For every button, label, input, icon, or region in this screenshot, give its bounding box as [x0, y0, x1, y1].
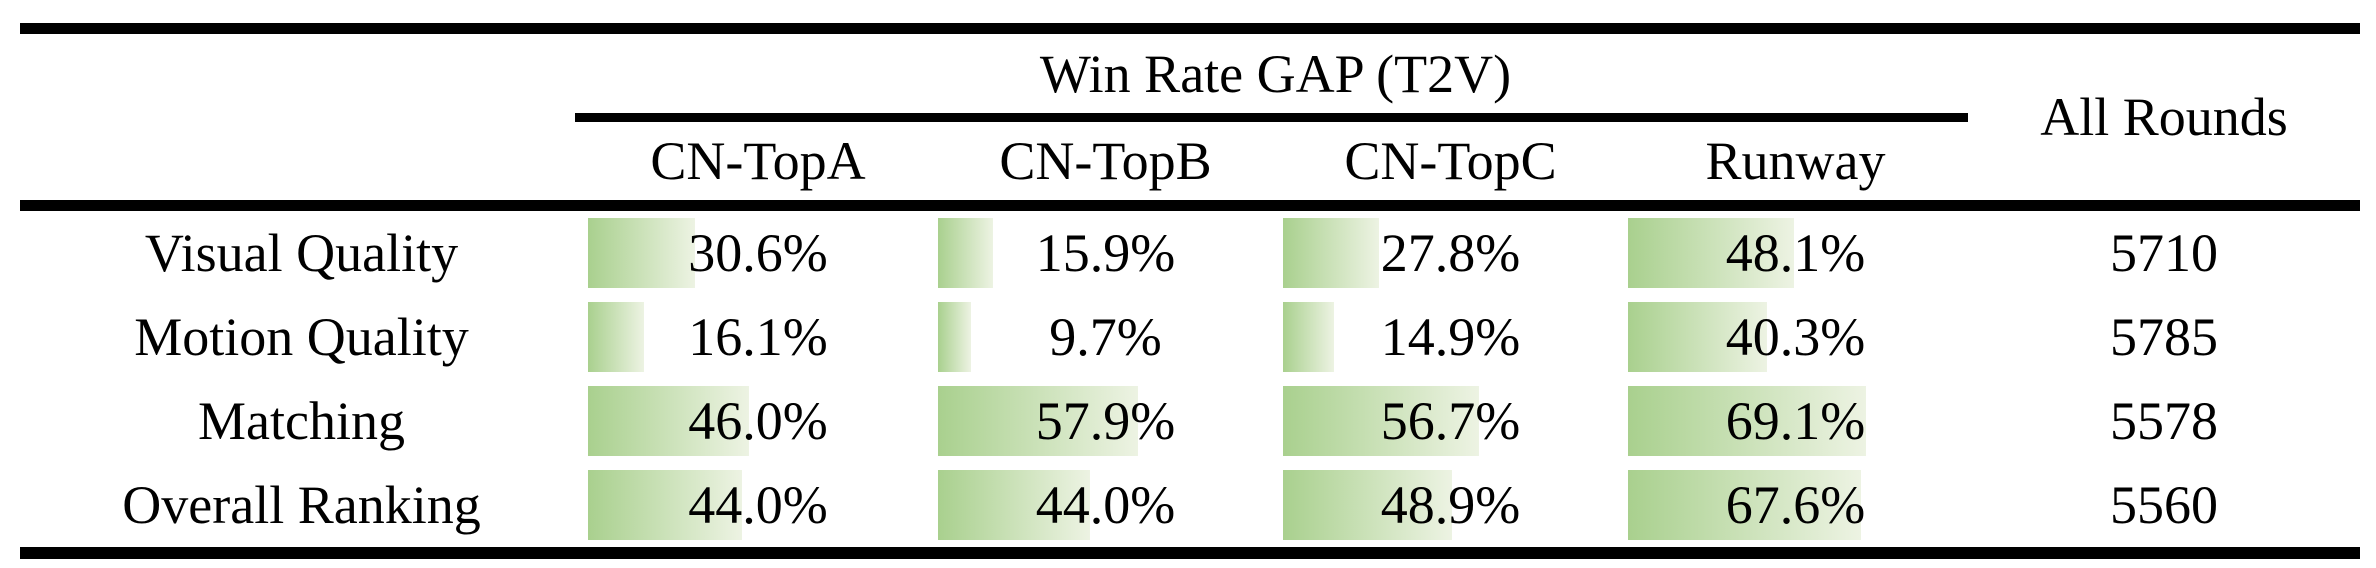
cell-all-rounds: 5578 [2110, 391, 2218, 451]
table-cell: 9.7% [933, 295, 1278, 379]
data-bar [938, 302, 972, 372]
data-bar [1283, 470, 1452, 540]
top-rule [20, 23, 2360, 34]
table-grid: Win Rate GAP (T2V) All Rounds CN-TopA CN… [20, 23, 2360, 559]
table-cell: 48.1% [1623, 211, 1968, 295]
data-bar [1283, 386, 1479, 456]
cell-value: 30.6% [688, 223, 828, 283]
data-bar [588, 386, 749, 456]
table-cell: 44.0% [583, 463, 933, 547]
bottom-rule [20, 547, 2360, 559]
table-cell: 57.9% [933, 379, 1278, 463]
cell-value: 9.7% [1049, 307, 1162, 367]
data-bar [588, 302, 645, 372]
data-bar [1628, 218, 1794, 288]
group-underline-rule [575, 113, 1968, 122]
cell-value: 15.9% [1035, 223, 1176, 283]
data-bar [1628, 386, 1867, 456]
data-bar [938, 386, 1138, 456]
cell-value: 14.9% [1380, 307, 1521, 367]
data-bar [1628, 470, 1862, 540]
cell-value: 69.1% [1725, 391, 1866, 451]
data-bar [1283, 218, 1379, 288]
table-cell: 16.1% [583, 295, 933, 379]
data-bar [1283, 302, 1335, 372]
row-label-visual-quality: Visual Quality [144, 223, 459, 283]
table-cell: 15.9% [933, 211, 1278, 295]
data-bar [938, 218, 993, 288]
row-label-motion-quality: Motion Quality [134, 307, 469, 367]
cell-value: 48.1% [1725, 223, 1866, 283]
data-bar [588, 218, 696, 288]
row-label-overall-ranking: Overall Ranking [122, 475, 481, 535]
cell-value: 16.1% [688, 307, 828, 367]
table-cell: 69.1% [1623, 379, 1968, 463]
col-header-runway: Runway [1705, 131, 1886, 191]
cell-value: 57.9% [1035, 391, 1176, 451]
cell-value: 48.9% [1380, 475, 1521, 535]
col-header-cn-topb: CN-TopB [999, 131, 1212, 191]
table-cell: 48.9% [1278, 463, 1623, 547]
cell-value: 56.7% [1380, 391, 1521, 451]
cell-value: 27.8% [1380, 223, 1521, 283]
table-cell: 27.8% [1278, 211, 1623, 295]
group-header-win-rate-gap: Win Rate GAP (T2V) [1039, 43, 1512, 104]
cell-value: 44.0% [688, 475, 828, 535]
table-cell: 40.3% [1623, 295, 1968, 379]
row-label-matching: Matching [198, 391, 405, 451]
header-body-rule [20, 200, 2360, 211]
cell-value: 67.6% [1725, 475, 1866, 535]
col-header-cn-topa: CN-TopA [650, 131, 866, 191]
cell-value: 46.0% [688, 391, 828, 451]
cell-value: 40.3% [1725, 307, 1866, 367]
data-bar [588, 470, 742, 540]
col-header-all-rounds: All Rounds [2040, 87, 2288, 147]
data-bar [938, 470, 1090, 540]
data-bar [1628, 302, 1768, 372]
cell-value: 44.0% [1035, 475, 1176, 535]
col-header-cn-topc: CN-TopC [1344, 131, 1557, 191]
table-cell: 14.9% [1278, 295, 1623, 379]
table-cell: 67.6% [1623, 463, 1968, 547]
cell-all-rounds: 5710 [2110, 223, 2218, 283]
table-cell: 30.6% [583, 211, 933, 295]
table-cell: 44.0% [933, 463, 1278, 547]
table-cell: 46.0% [583, 379, 933, 463]
cell-all-rounds: 5785 [2110, 307, 2218, 367]
cell-all-rounds: 5560 [2110, 475, 2218, 535]
table-cell: 56.7% [1278, 379, 1623, 463]
